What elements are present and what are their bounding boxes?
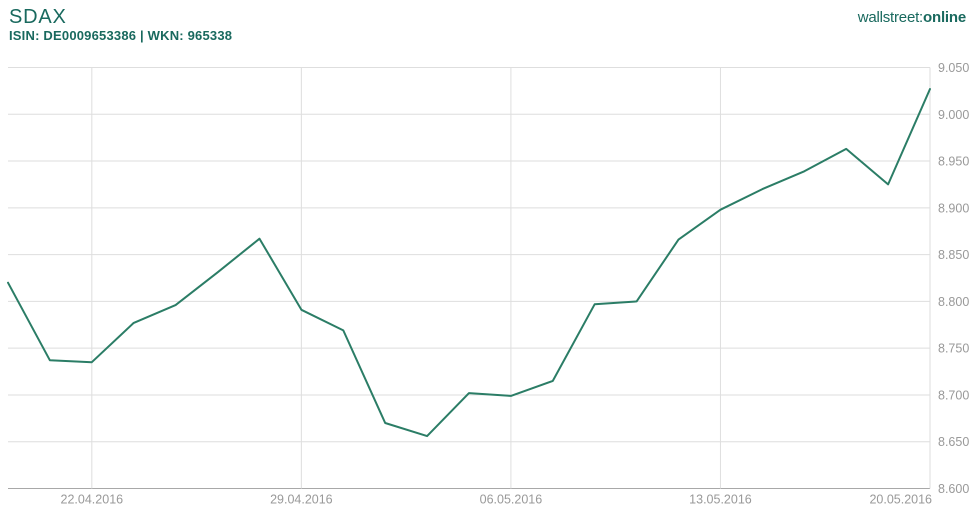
y-tick-label: 8.650 bbox=[938, 435, 969, 449]
brand-logo-part2: online bbox=[923, 9, 966, 26]
y-tick-label: 8.800 bbox=[938, 295, 969, 309]
x-tick-label: 06.05.2016 bbox=[480, 493, 543, 507]
y-tick-label: 8.950 bbox=[938, 155, 969, 169]
y-tick-label: 9.000 bbox=[938, 108, 969, 122]
y-tick-label: 8.700 bbox=[938, 388, 969, 402]
x-tick-label: 29.04.2016 bbox=[270, 493, 333, 507]
y-tick-label: 8.850 bbox=[938, 248, 969, 262]
x-tick-label: 22.04.2016 bbox=[61, 493, 124, 507]
y-tick-label: 8.750 bbox=[938, 342, 969, 356]
y-tick-label: 8.900 bbox=[938, 201, 969, 215]
x-tick-label: 20.05.2016 bbox=[869, 493, 932, 507]
page-title: SDAX bbox=[9, 6, 67, 28]
brand-logo: wallstreet:online bbox=[858, 9, 966, 26]
y-tick-label: 9.050 bbox=[938, 61, 969, 75]
price-line-series bbox=[7, 88, 931, 438]
y-tick-label: 8.600 bbox=[938, 482, 969, 496]
page-subtitle: ISIN: DE0009653386 | WKN: 965338 bbox=[9, 28, 233, 43]
brand-logo-part1: wallstreet: bbox=[857, 9, 924, 26]
x-tick-label: 13.05.2016 bbox=[689, 493, 752, 507]
chart-header: SDAX ISIN: DE0009653386 | WKN: 965338 bbox=[9, 6, 232, 44]
